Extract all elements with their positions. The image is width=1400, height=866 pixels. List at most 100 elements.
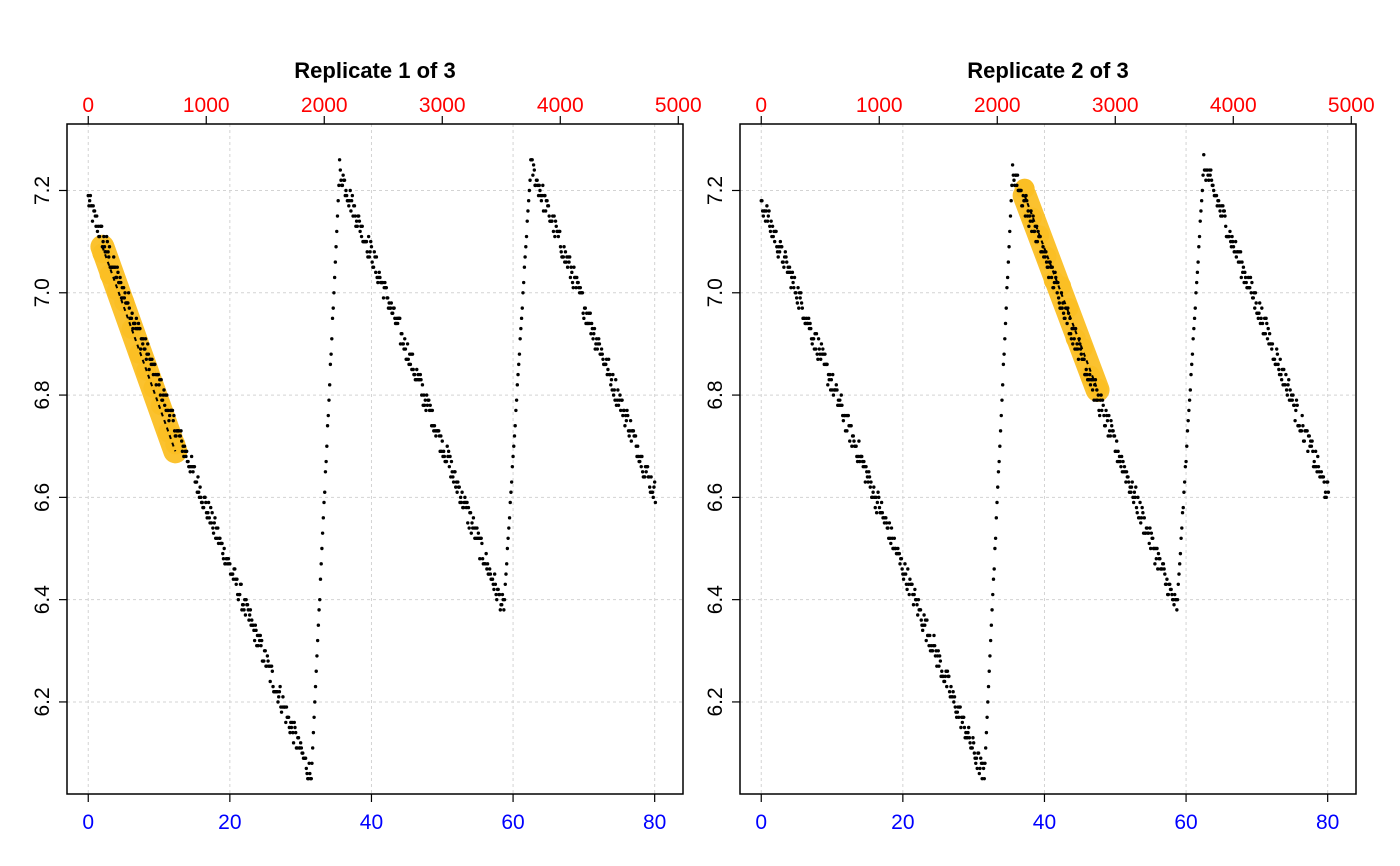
data-point [945, 669, 950, 673]
data-point [408, 362, 413, 367]
data-point [507, 526, 511, 530]
data-point [1310, 439, 1314, 443]
data-point [874, 495, 878, 500]
data-point [578, 285, 583, 290]
data-point [154, 383, 158, 387]
data-point [943, 674, 948, 679]
data-point [545, 199, 549, 203]
data-point [277, 695, 281, 699]
data-point [1090, 388, 1095, 392]
data-point [340, 183, 345, 188]
data-point [640, 454, 644, 459]
data-point [313, 684, 318, 689]
data-point [933, 643, 937, 648]
data-point [543, 209, 548, 213]
data-point [537, 183, 541, 188]
data-point [1176, 582, 1180, 587]
data-point [897, 551, 902, 556]
data-point [260, 638, 264, 643]
data-point [437, 429, 441, 433]
data-point [620, 398, 624, 402]
data-point [649, 475, 653, 479]
data-point [1154, 557, 1159, 561]
data-point [1295, 403, 1299, 407]
data-point [330, 316, 335, 321]
data-point [1182, 480, 1187, 484]
data-point [1097, 408, 1101, 413]
data-point [916, 597, 921, 602]
data-point [1183, 464, 1188, 469]
data-point [101, 239, 105, 244]
x-tick-label: 40 [360, 811, 383, 834]
data-point [1055, 291, 1059, 295]
data-point [1279, 378, 1284, 382]
data-point [1032, 229, 1037, 234]
data-point [1066, 311, 1071, 315]
data-point [334, 245, 338, 249]
data-point [629, 439, 634, 443]
data-point [1209, 178, 1214, 182]
data-point [324, 459, 328, 464]
data-point [1172, 603, 1176, 607]
data-point [241, 603, 245, 607]
data-point [563, 250, 568, 254]
data-point [1075, 342, 1079, 346]
data-point [212, 521, 216, 525]
data-point [887, 521, 892, 525]
data-point [799, 291, 803, 295]
data-point [206, 511, 210, 515]
data-point [1124, 480, 1128, 484]
data-point [1292, 403, 1297, 407]
data-point [1138, 500, 1142, 505]
data-point [1110, 424, 1114, 428]
x-top-tick-label: 2000 [974, 94, 1021, 117]
data-point [1301, 424, 1305, 428]
data-point [1139, 516, 1144, 520]
data-point [328, 362, 333, 367]
data-point [357, 214, 361, 218]
data-point [1258, 301, 1262, 305]
data-point [1010, 163, 1015, 167]
data-point [608, 372, 612, 377]
data-point [1265, 337, 1270, 341]
x-tick-label: 60 [501, 811, 524, 834]
data-point [1156, 567, 1160, 571]
x-tick-label: 80 [1316, 811, 1339, 834]
data-point [886, 526, 890, 530]
data-point [1076, 357, 1081, 361]
data-point [971, 741, 976, 745]
data-point [131, 326, 135, 331]
data-point [157, 383, 161, 387]
data-point [903, 572, 908, 576]
data-point [765, 219, 770, 223]
data-point [1072, 337, 1076, 341]
data-point [508, 500, 512, 505]
data-point [1065, 321, 1069, 326]
data-point [1234, 255, 1239, 259]
data-point [1243, 275, 1248, 280]
x-tick-label: 20 [891, 811, 914, 834]
data-point [1116, 449, 1120, 454]
data-point [1153, 562, 1157, 566]
data-point [1256, 316, 1260, 321]
data-point [552, 214, 556, 218]
data-point [1263, 331, 1268, 336]
data-point [378, 275, 382, 280]
data-point [1240, 260, 1244, 264]
data-point [834, 383, 838, 387]
data-point [591, 337, 595, 341]
data-point [633, 434, 638, 438]
data-point [1197, 245, 1201, 249]
data-point [252, 638, 257, 643]
data-point [522, 265, 527, 269]
data-point [1155, 546, 1159, 551]
data-point [1193, 306, 1197, 310]
y-tick-label: 6.4 [704, 585, 727, 615]
data-point [90, 219, 95, 223]
data-point [852, 439, 856, 443]
data-point [1088, 383, 1093, 387]
data-point [978, 766, 982, 771]
data-point [434, 434, 438, 438]
data-point [795, 301, 800, 305]
data-point [1112, 434, 1117, 438]
